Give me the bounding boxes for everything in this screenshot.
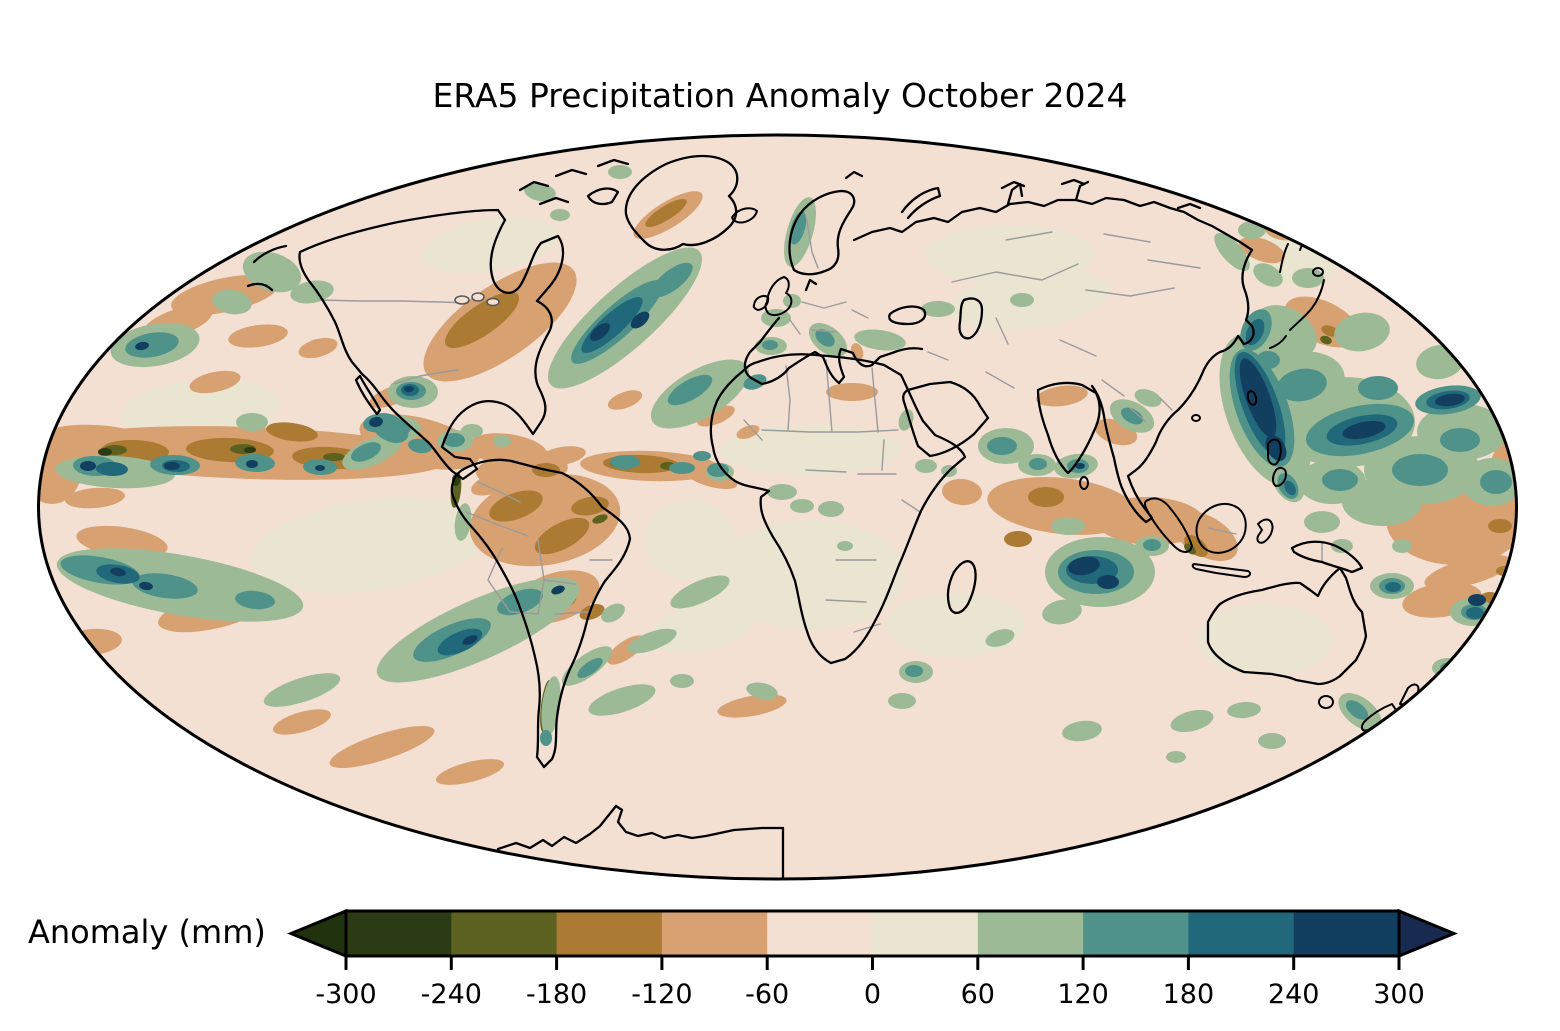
coastlines bbox=[246, 154, 1420, 879]
colorbar-tick-label: 180 bbox=[1163, 979, 1215, 1010]
colorbar-segment bbox=[451, 911, 558, 956]
colorbar-tick-label: -240 bbox=[421, 979, 482, 1010]
map-outline bbox=[37, 133, 1518, 881]
colorbar-tick-label: 300 bbox=[1373, 979, 1425, 1010]
colorbar-extend-arrow-left bbox=[287, 908, 348, 959]
colorbar-tick-label: 60 bbox=[961, 979, 995, 1010]
colorbar-tick-label: -180 bbox=[526, 979, 587, 1010]
extreme-wet-cores bbox=[80, 311, 1486, 645]
colorbar-tick-label: -300 bbox=[315, 979, 376, 1010]
colorbar-segment bbox=[661, 911, 768, 956]
chart-title: ERA5 Precipitation Anomaly October 2024 bbox=[432, 76, 1128, 115]
colorbar: -300 -240 -180 -120 -60 0 60 120 180 240 300 bbox=[287, 908, 1458, 1010]
colorbar-label: Anomaly (mm) bbox=[28, 913, 266, 951]
colorbar-tick-label: 120 bbox=[1057, 979, 1109, 1010]
colorbar-segment bbox=[1188, 911, 1295, 956]
world-map bbox=[37, 133, 1518, 881]
country-borders bbox=[319, 215, 1323, 633]
colorbar-segment bbox=[1083, 911, 1189, 956]
colorbar-tick-label: 240 bbox=[1268, 979, 1320, 1010]
colorbar-tick-label: 0 bbox=[864, 979, 881, 1010]
colorbar-segment bbox=[872, 911, 979, 956]
colorbar-tick-label: -60 bbox=[745, 979, 789, 1010]
colorbar-extend-arrow-right bbox=[1397, 908, 1458, 959]
colorbar-segment bbox=[1293, 911, 1400, 956]
colorbar-tick-label: -120 bbox=[631, 979, 692, 1010]
colorbar-segment bbox=[556, 911, 663, 956]
colorbar-segment bbox=[346, 911, 452, 956]
colorbar-segment bbox=[767, 911, 874, 956]
map-globe-background bbox=[38, 135, 1517, 879]
colorbar-segment bbox=[977, 911, 1084, 956]
